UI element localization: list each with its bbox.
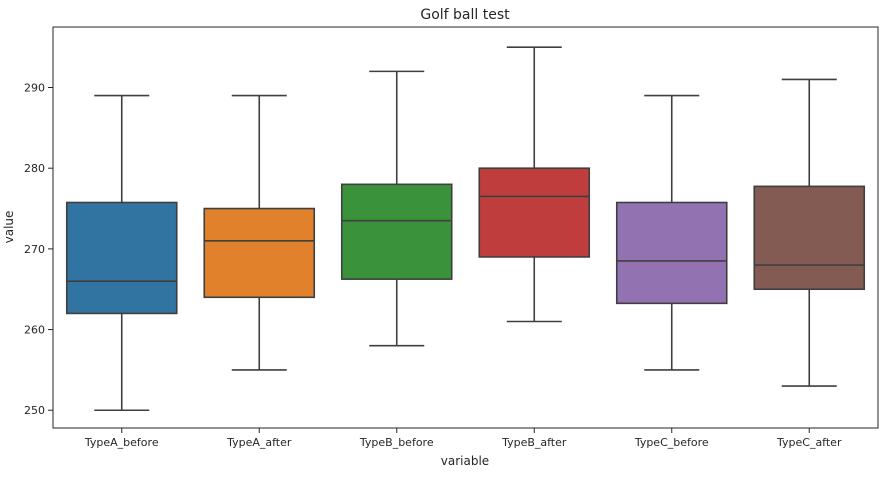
- y-tick-label-260: 260: [24, 324, 45, 337]
- x-tick-label-typeb-before: TypeB_before: [359, 436, 434, 449]
- plot-frame: [52, 26, 879, 429]
- plot-area: 250 260 270 280 290 TypeA_before TypeA_after Ty…: [24, 26, 879, 449]
- y-tick-label-250: 250: [24, 404, 45, 417]
- box-typec-before: [615, 201, 728, 305]
- box-typeb-before: [340, 183, 453, 280]
- y-axis-label: value: [2, 211, 16, 244]
- y-tick-label-280: 280: [24, 162, 45, 175]
- box-typea-after: [203, 207, 316, 299]
- x-axis-label: variable: [441, 454, 489, 468]
- x-tick-label-typea-after: TypeA_after: [226, 436, 292, 449]
- x-tick-label-typec-after: TypeC_after: [776, 436, 842, 449]
- y-tick-label-270: 270: [24, 243, 45, 256]
- x-tick-label-typeb-after: TypeB_after: [501, 436, 567, 449]
- chart-title: Golf ball test: [420, 7, 510, 23]
- box-typec-after: [753, 185, 866, 291]
- x-tick-label-typec-before: TypeC_before: [634, 436, 709, 449]
- box-typea-before: [65, 201, 178, 315]
- x-tick-label-typea-before: TypeA_before: [84, 436, 159, 449]
- box-typeb-after: [478, 167, 591, 258]
- y-tick-label-290: 290: [24, 82, 45, 95]
